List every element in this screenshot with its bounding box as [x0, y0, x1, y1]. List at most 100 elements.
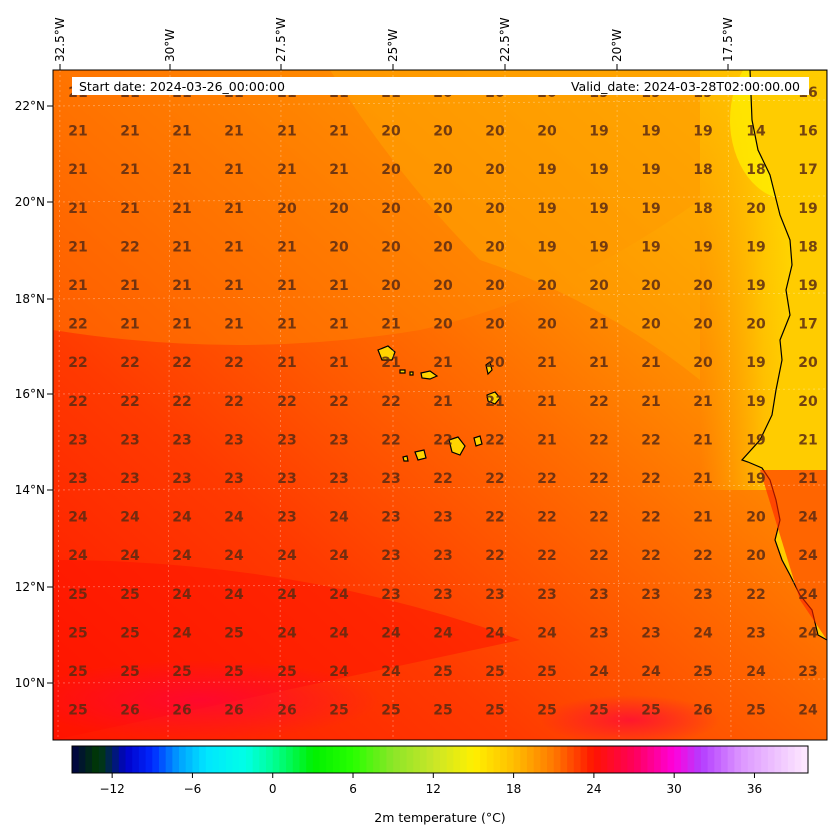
- grid-value: 21: [224, 239, 243, 255]
- grid-value: 22: [381, 432, 400, 448]
- grid-value: 19: [589, 239, 608, 255]
- grid-value: 24: [120, 510, 140, 526]
- grid-value: 20: [381, 239, 401, 255]
- grid-value: 20: [433, 201, 453, 217]
- grid-value: 22: [693, 548, 712, 564]
- colorbar-band: [567, 746, 575, 773]
- colorbar-band: [118, 746, 127, 773]
- colorbar-band: [747, 746, 755, 773]
- grid-value: 24: [329, 548, 349, 564]
- grid-value: 22: [589, 471, 608, 487]
- grid-value: 25: [120, 664, 139, 680]
- colorbar-band: [734, 746, 742, 773]
- colorbar-band: [794, 746, 802, 773]
- grid-value: 25: [172, 664, 191, 680]
- grid-value: 20: [433, 278, 453, 294]
- lat-label: 18°N: [15, 292, 45, 306]
- grid-value: 23: [381, 510, 400, 526]
- grid-value: 22: [485, 548, 504, 564]
- colorbar-band: [721, 746, 729, 773]
- grid-value: 25: [485, 703, 504, 719]
- longitude-labels: 32.5°W 30°W 27.5°W 25°W 22.5°W 20°W 17.5°W: [53, 17, 735, 70]
- colorbar-band: [252, 746, 260, 773]
- grid-value: 22: [485, 432, 504, 448]
- lon-label: 20°W: [610, 29, 624, 62]
- grid-value: 19: [746, 239, 765, 255]
- grid-value: 17: [798, 162, 817, 178]
- grid-value: 23: [172, 471, 191, 487]
- lat-label: 16°N: [15, 387, 45, 401]
- colorbar-band: [660, 746, 668, 773]
- grid-value: 21: [641, 394, 660, 410]
- colorbar-band: [426, 746, 434, 773]
- grid-value: 25: [381, 703, 400, 719]
- grid-value: 22: [433, 432, 452, 448]
- grid-value: 22: [485, 471, 504, 487]
- colorbar-band: [707, 746, 715, 773]
- grid-value: 22: [329, 394, 348, 410]
- grid-value: 18: [693, 201, 712, 217]
- colorbar-band: [346, 746, 354, 773]
- grid-value: 22: [537, 471, 556, 487]
- grid-value: 21: [329, 317, 348, 333]
- grid-value: 23: [68, 432, 87, 448]
- grid-value: 19: [798, 278, 817, 294]
- grid-value: 23: [68, 471, 87, 487]
- colorbar-band: [225, 746, 234, 773]
- colorbar-band: [232, 746, 240, 773]
- grid-value: 24: [746, 664, 766, 680]
- grid-value: 19: [537, 201, 556, 217]
- grid-value: 24: [798, 510, 818, 526]
- grid-value: 19: [693, 239, 712, 255]
- colorbar-band: [700, 746, 709, 773]
- colorbar-band: [433, 746, 441, 773]
- grid-value: 21: [277, 317, 296, 333]
- grid-value: 25: [537, 664, 556, 680]
- colorbar-band: [767, 746, 776, 773]
- grid-value: 22: [537, 548, 556, 564]
- grid-value: 19: [537, 162, 556, 178]
- grid-value: 23: [485, 587, 504, 603]
- grid-value: 19: [641, 162, 660, 178]
- colorbar-tick-label: −12: [99, 782, 124, 796]
- colorbar-band: [326, 746, 334, 773]
- colorbar-band: [185, 746, 193, 773]
- grid-value: 21: [277, 162, 296, 178]
- colorbar-band: [587, 746, 595, 773]
- grid-value: 25: [589, 703, 608, 719]
- colorbar-band: [774, 746, 782, 773]
- grid-value: 26: [693, 703, 712, 719]
- grid-value: 26: [277, 703, 296, 719]
- grid-value: 20: [485, 162, 505, 178]
- colorbar-band: [132, 746, 140, 773]
- grid-value: 20: [537, 278, 557, 294]
- grid-value: 21: [537, 355, 556, 371]
- colorbar-band: [299, 746, 307, 773]
- colorbar-band: [540, 746, 548, 773]
- grid-value: 22: [589, 394, 608, 410]
- colorbar-band: [339, 746, 347, 773]
- grid-value: 24: [224, 510, 244, 526]
- grid-value: 20: [329, 239, 349, 255]
- lon-label: 30°W: [163, 29, 177, 62]
- grid-value: 20: [693, 317, 713, 333]
- grid-value: 21: [224, 124, 243, 140]
- grid-value: 22: [172, 394, 191, 410]
- colorbar-band: [694, 746, 702, 773]
- grid-value: 23: [329, 432, 348, 448]
- grid-value: 22: [381, 394, 400, 410]
- grid-value: 24: [381, 664, 401, 680]
- colorbar-band: [219, 746, 227, 773]
- colorbar-band: [413, 746, 421, 773]
- grid-value: 19: [746, 355, 765, 371]
- colorbar-band: [607, 746, 615, 773]
- grid-value: 20: [485, 278, 505, 294]
- colorbar-band: [112, 746, 120, 773]
- grid-value: 25: [746, 703, 765, 719]
- grid-value: 25: [641, 703, 660, 719]
- temperature-field: 21 21 21 21 21 21 21 20 20 20 19 19 19 16 21 21 21 21 21 21…: [53, 70, 827, 740]
- grid-value: 22: [485, 510, 504, 526]
- grid-value: 18: [746, 162, 765, 178]
- lat-label: 20°N: [15, 195, 45, 209]
- colorbar-band: [647, 746, 655, 773]
